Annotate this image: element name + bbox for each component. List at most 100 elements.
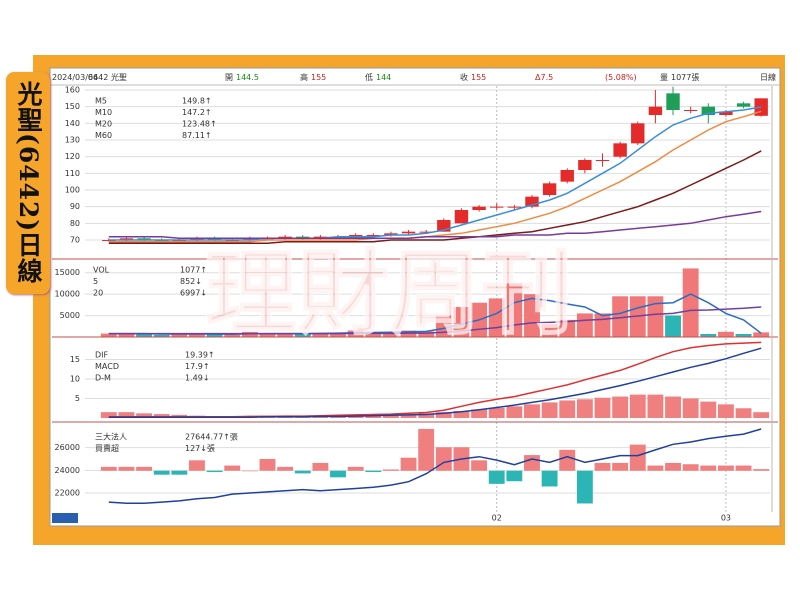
bar	[206, 470, 223, 473]
x-tick-label: 02	[492, 514, 502, 523]
bar	[312, 462, 329, 471]
y-tick-label: 10000	[55, 290, 80, 299]
bar	[576, 313, 593, 337]
bar	[224, 465, 241, 471]
bar	[541, 470, 558, 487]
bar	[735, 465, 752, 471]
bar	[259, 333, 276, 337]
legend-name: 5	[93, 277, 98, 286]
bar	[717, 404, 734, 418]
bar	[594, 313, 611, 337]
bar	[576, 470, 593, 504]
corner-badge	[52, 513, 78, 523]
bar	[665, 315, 681, 337]
header-value: 144.5	[236, 73, 259, 82]
bar	[153, 470, 170, 475]
legend-name: MACD	[95, 362, 119, 371]
y-tick-label: 150	[65, 102, 80, 111]
y-tick-label: 22000	[55, 489, 80, 498]
bar	[224, 334, 241, 337]
candle-body	[437, 220, 451, 232]
bar	[171, 334, 188, 337]
candle-body	[542, 183, 557, 195]
bar	[541, 402, 558, 418]
bar	[629, 444, 646, 471]
bar	[594, 462, 611, 471]
series-line	[108, 347, 762, 418]
bar	[259, 459, 276, 471]
header-value: 1077張	[671, 73, 699, 82]
candle-body	[172, 240, 187, 242]
bar	[541, 324, 558, 337]
candle-body	[525, 196, 539, 207]
legend-name: D-M	[95, 374, 111, 383]
watermark: 理財周刊	[205, 239, 573, 347]
header-value: 144	[376, 73, 391, 82]
candle-body	[190, 238, 204, 240]
header-item: (5.08%)	[605, 73, 637, 82]
candle-body	[348, 235, 363, 237]
bar	[136, 334, 153, 337]
bar	[647, 296, 664, 337]
plots: 2024/03/066442 光聖開 144.5 高 155 低 144 收 155 Δ7.5(…	[52, 72, 778, 523]
series-line	[108, 210, 762, 240]
series-line	[108, 110, 762, 243]
candle-body	[560, 170, 574, 182]
bar	[682, 464, 699, 471]
candle-body	[490, 206, 504, 208]
bar	[471, 460, 488, 471]
side-label: 光聖(6442)日線	[14, 81, 43, 285]
bar	[100, 412, 117, 418]
y-tick-label: 140	[65, 119, 80, 128]
candle-body	[613, 143, 627, 157]
bar	[735, 408, 752, 418]
header-label: 2024/03/06	[52, 73, 98, 82]
y-tick-label: 24000	[55, 466, 80, 475]
bar	[506, 406, 523, 418]
bar	[453, 307, 470, 337]
candle-body	[736, 103, 751, 107]
header-label: 量	[660, 73, 668, 82]
series-line	[108, 306, 762, 335]
bar	[189, 460, 205, 471]
bar	[241, 470, 258, 472]
bar	[488, 470, 505, 484]
bar	[418, 331, 435, 337]
candle-body	[401, 231, 416, 234]
bar	[524, 455, 540, 471]
bar	[118, 466, 135, 471]
header-label: 開	[225, 73, 233, 82]
bar	[418, 413, 435, 418]
bar	[347, 466, 364, 471]
header-item: 開 144.5	[225, 73, 259, 82]
header-value: 155	[471, 73, 486, 82]
bar	[435, 447, 452, 471]
y-tick-label: 100	[65, 186, 80, 195]
bar	[171, 470, 188, 475]
y-tick-label: 15	[70, 355, 80, 364]
candle-body	[666, 93, 680, 110]
legend-value: 87.11↑	[182, 131, 212, 140]
legend-name: VOL	[93, 266, 110, 275]
bar	[717, 465, 734, 471]
bar	[629, 394, 646, 418]
bar	[206, 334, 223, 337]
legend-name: 買賣超	[95, 443, 119, 453]
candle-body	[472, 206, 486, 210]
bar	[330, 332, 346, 337]
bar	[189, 333, 205, 337]
legend-value: 27644.77↑張	[185, 433, 238, 442]
bar	[136, 413, 153, 418]
bar	[277, 333, 294, 337]
bar	[153, 334, 170, 337]
y-tick-label: 160	[65, 86, 80, 95]
bar	[612, 396, 629, 418]
header-item: 6442 光聖	[88, 72, 127, 82]
candle-body	[207, 238, 222, 240]
candle-body	[137, 238, 151, 240]
legend-name: DIF	[95, 351, 109, 360]
bar	[700, 401, 717, 418]
bar	[524, 294, 540, 337]
legend-name: 20	[93, 289, 103, 298]
